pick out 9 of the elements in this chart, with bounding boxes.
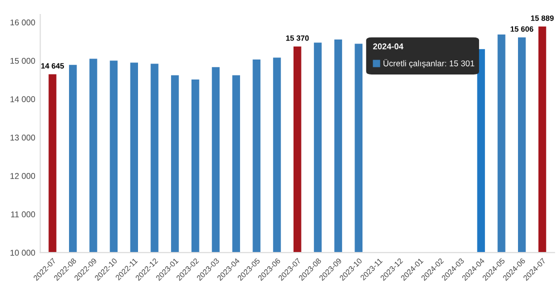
annotation: Ücretli çalışanlar: 15 301: [384, 59, 474, 68]
annotation: 2024-04: [373, 43, 404, 50]
y-tick-label: 15 000: [10, 58, 36, 64]
y-tick-label: 10 000: [10, 250, 36, 256]
y-tick-label: 14 000: [10, 96, 36, 102]
y-tick-label: 16 000: [10, 19, 36, 26]
y-tick-label: 13 000: [10, 134, 36, 141]
y-tick-label: 11 000: [11, 211, 36, 218]
y-tick-label: 12 000: [10, 173, 36, 179]
